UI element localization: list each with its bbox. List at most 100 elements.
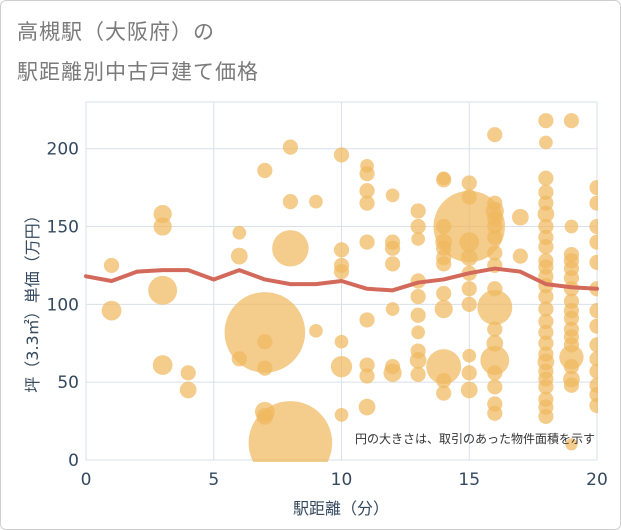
bubble-point xyxy=(538,301,554,317)
bubble-point xyxy=(436,171,451,186)
bubble-point xyxy=(565,438,578,451)
y-tick-label: 50 xyxy=(57,373,79,393)
bubble-point xyxy=(538,218,554,235)
bubble-point xyxy=(461,365,477,381)
bubble-point xyxy=(383,363,402,382)
x-tick-label: 15 xyxy=(458,470,480,490)
y-axis-label: 坪（3.3㎡）単価（万円） xyxy=(23,207,42,392)
bubble-point xyxy=(460,249,478,267)
bubble-point xyxy=(180,365,196,381)
bubble-point xyxy=(538,313,554,330)
bubble-point xyxy=(410,218,426,235)
bubble-point xyxy=(224,292,306,373)
bubble-size-note: 円の大きさは、取引のあった物件面積を示す xyxy=(355,431,595,446)
bubble-point xyxy=(589,195,598,211)
x-tick-label: 10 xyxy=(331,470,353,490)
bubble-point xyxy=(589,254,598,270)
bubble-point xyxy=(385,256,401,272)
bubble-point xyxy=(487,365,503,381)
x-axis-label: 駅距離（分） xyxy=(293,499,389,518)
bubble-point xyxy=(589,337,598,353)
bubble-point xyxy=(589,397,598,414)
bubble-point xyxy=(563,310,580,326)
bubble-point xyxy=(538,379,554,395)
chart-title-line-2: 駅距離別中古戸建て価格 xyxy=(17,60,259,84)
average-trend-line xyxy=(84,266,599,293)
bubble-point xyxy=(179,381,197,399)
y-tick-label: 0 xyxy=(68,451,79,471)
chart-title-line-1: 高槻駅（大阪府）の xyxy=(17,20,215,44)
bubble-point xyxy=(538,335,554,351)
bubble-point xyxy=(359,312,375,328)
bubble-point xyxy=(232,225,247,240)
bubble-point xyxy=(410,203,426,219)
bubble-point xyxy=(589,318,598,334)
bubble-point xyxy=(589,180,598,196)
bubbles xyxy=(101,113,598,462)
bubble-point xyxy=(487,379,503,395)
bubble-point xyxy=(358,398,376,416)
bubble-point xyxy=(426,349,462,385)
bubble-point xyxy=(538,113,554,129)
bubble-point xyxy=(461,296,477,312)
bubble-point xyxy=(309,323,323,338)
bubble-point xyxy=(563,377,580,393)
bubble-point xyxy=(459,232,480,252)
y-tick-label: 200 xyxy=(47,140,79,160)
bubble-point xyxy=(410,366,426,382)
bubble-point xyxy=(563,113,580,129)
bubble-point xyxy=(282,194,298,210)
bubble-point xyxy=(460,381,478,399)
bubble-point xyxy=(538,184,554,200)
bubble-point xyxy=(589,218,598,235)
bubble-point xyxy=(359,166,375,182)
bubble-point xyxy=(564,219,579,234)
bubble-point xyxy=(385,302,400,316)
bubble-point xyxy=(333,242,350,258)
bubble-point xyxy=(487,218,503,235)
bubble-point xyxy=(359,183,375,199)
bubble-point xyxy=(538,408,554,425)
bubble-point xyxy=(148,275,178,305)
bubble-point xyxy=(538,288,554,305)
bubble-point xyxy=(409,352,427,369)
bubble-point xyxy=(434,299,453,319)
bubble-point xyxy=(461,281,477,297)
bubble-point xyxy=(359,368,375,384)
bubble-point xyxy=(330,355,353,378)
bubble-point xyxy=(257,360,273,376)
bubble-point xyxy=(257,334,273,350)
bubble-point xyxy=(334,334,349,349)
bubble-point xyxy=(563,359,580,375)
bubble-point xyxy=(152,355,173,375)
bubble-point xyxy=(385,188,400,203)
bubble-point xyxy=(359,357,375,373)
bubble-point xyxy=(487,405,503,421)
bubble-point xyxy=(589,302,598,319)
bubble-point xyxy=(333,264,350,280)
x-tick-label: 5 xyxy=(208,470,219,490)
bubble-point xyxy=(309,194,323,209)
bubble-point xyxy=(462,348,477,363)
y-tick-label: 150 xyxy=(47,218,79,238)
bubble-point xyxy=(410,307,426,323)
bubble-point xyxy=(272,230,309,267)
bubble-point xyxy=(334,408,349,422)
bubble-point xyxy=(101,300,122,321)
bubble-point xyxy=(511,208,529,226)
bubble-point xyxy=(153,217,172,236)
bubble-point xyxy=(359,234,375,250)
bubble-point xyxy=(480,345,510,375)
bubble-point xyxy=(461,175,477,191)
bubble-point xyxy=(436,256,452,272)
x-tick-label: 0 xyxy=(81,470,92,490)
bubble-point xyxy=(436,285,452,302)
bubble-point xyxy=(385,240,401,256)
bubble-point xyxy=(539,135,553,150)
bubble-point xyxy=(487,321,503,337)
bubble-point xyxy=(282,139,298,155)
bubble-point xyxy=(257,162,273,179)
bubble-point xyxy=(248,401,333,462)
